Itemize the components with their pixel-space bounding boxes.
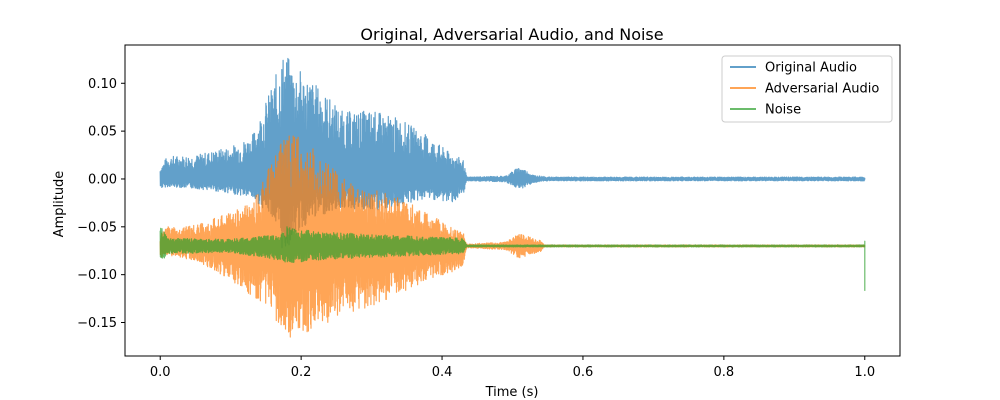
x-tick-label: 0.4 — [432, 365, 453, 380]
x-tick-label: 0.2 — [291, 365, 312, 380]
y-axis-ticks: −0.15 −0.10 −0.05 0.00 0.05 0.10 — [77, 77, 125, 331]
legend-label: Noise — [765, 103, 801, 118]
chart-title: Original, Adversarial Audio, and Noise — [360, 25, 663, 44]
y-tick-label: 0.05 — [88, 125, 117, 140]
x-tick-label: 0.8 — [714, 365, 735, 380]
legend-box — [721, 55, 893, 123]
series-layer — [159, 57, 866, 338]
legend-label: Adversarial Audio — [765, 82, 879, 97]
x-axis-ticks: 0.0 0.2 0.4 0.6 0.8 1.0 — [150, 356, 875, 380]
y-tick-label: 0.10 — [88, 77, 117, 92]
y-tick-label: −0.05 — [77, 220, 117, 235]
x-tick-label: 0.6 — [573, 365, 594, 380]
legend-label: Original Audio — [765, 61, 857, 76]
y-tick-label: 0.00 — [88, 172, 117, 187]
x-axis-label: Time (s) — [485, 385, 539, 400]
plot-frame — [124, 44, 901, 357]
x-tick-label: 1.0 — [854, 365, 875, 380]
series-line — [159, 226, 866, 291]
legend: Original Audio Adversarial Audio Noise — [721, 55, 893, 123]
y-axis-label: Amplitude — [52, 171, 67, 238]
y-tick-label: −0.10 — [77, 268, 117, 283]
x-tick-label: 0.0 — [150, 365, 171, 380]
y-tick-label: −0.15 — [77, 316, 117, 331]
